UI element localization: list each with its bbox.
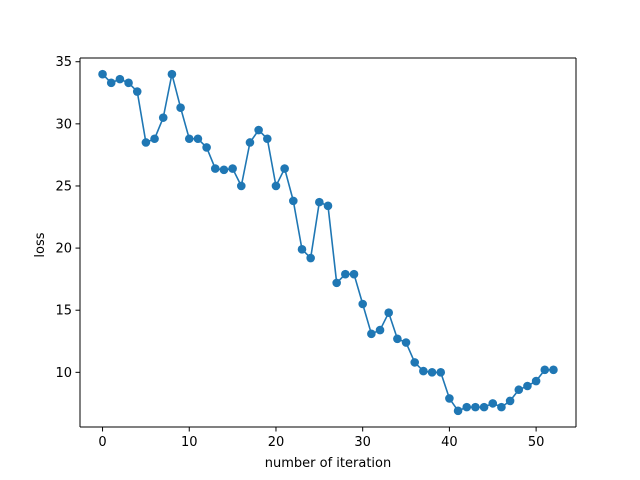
data-point	[132, 87, 142, 96]
data-point	[471, 402, 480, 412]
data-point	[401, 338, 411, 347]
x-axis: 0 10 20 30 40 50	[98, 427, 544, 450]
data-point	[254, 125, 263, 135]
data-point	[289, 196, 298, 206]
data-point	[393, 334, 402, 344]
x-tick-label: 0	[98, 435, 106, 450]
data-point	[141, 138, 151, 147]
data-point	[332, 278, 341, 288]
data-point	[210, 164, 220, 173]
data-point	[505, 396, 515, 406]
x-tick-label: 40	[441, 435, 458, 450]
data-point	[523, 381, 532, 391]
x-tick-label: 50	[528, 435, 545, 450]
data-point	[549, 365, 558, 375]
data-point	[384, 308, 394, 318]
x-tick-label: 30	[354, 435, 371, 450]
data-point	[184, 134, 194, 144]
x-tick-label: 20	[268, 435, 285, 450]
data-point	[497, 402, 506, 412]
data-point	[306, 253, 315, 263]
data-point	[427, 368, 437, 377]
data-point	[341, 269, 350, 279]
data-point	[150, 134, 159, 144]
data-point	[315, 197, 324, 207]
data-point	[540, 365, 550, 375]
data-point	[514, 385, 524, 395]
data-point	[375, 325, 385, 335]
x-axis-label: number of iteration	[265, 456, 391, 471]
data-point	[263, 134, 272, 144]
data-point	[531, 376, 541, 386]
data-point	[479, 402, 489, 412]
data-point	[202, 143, 211, 152]
data-point	[124, 78, 133, 88]
y-tick-label: 30	[55, 117, 72, 132]
data-point	[367, 329, 376, 339]
y-axis: 10 15 20 25 30 35	[55, 55, 80, 381]
data-point	[193, 134, 203, 144]
data-point	[115, 74, 125, 84]
data-point	[323, 201, 333, 211]
data-point	[453, 406, 463, 416]
data-point	[228, 164, 237, 173]
data-point	[297, 245, 307, 254]
data-point	[176, 103, 185, 112]
data-point	[410, 358, 420, 367]
data-point	[280, 164, 289, 173]
y-axis-label: loss	[33, 232, 48, 257]
data-point	[98, 69, 107, 79]
data-point	[445, 394, 454, 403]
plot-background	[80, 58, 576, 427]
y-tick-label: 15	[55, 304, 72, 319]
y-tick-label: 25	[55, 179, 72, 194]
data-point	[219, 165, 229, 175]
plot-area	[79, 57, 577, 428]
data-point	[462, 402, 472, 412]
data-point	[167, 69, 177, 79]
series-layer	[98, 69, 558, 416]
data-point	[358, 299, 367, 309]
data-point	[106, 78, 116, 88]
data-point	[349, 269, 359, 279]
data-point	[236, 181, 246, 191]
data-point	[488, 399, 498, 408]
data-point	[158, 113, 168, 122]
x-tick-label: 10	[181, 435, 198, 450]
data-point	[245, 138, 255, 147]
data-point	[419, 366, 428, 376]
y-tick-label: 20	[55, 242, 72, 257]
data-point	[436, 368, 446, 377]
y-tick-label: 35	[55, 55, 72, 70]
y-tick-label: 10	[55, 366, 72, 381]
data-point	[271, 181, 281, 191]
